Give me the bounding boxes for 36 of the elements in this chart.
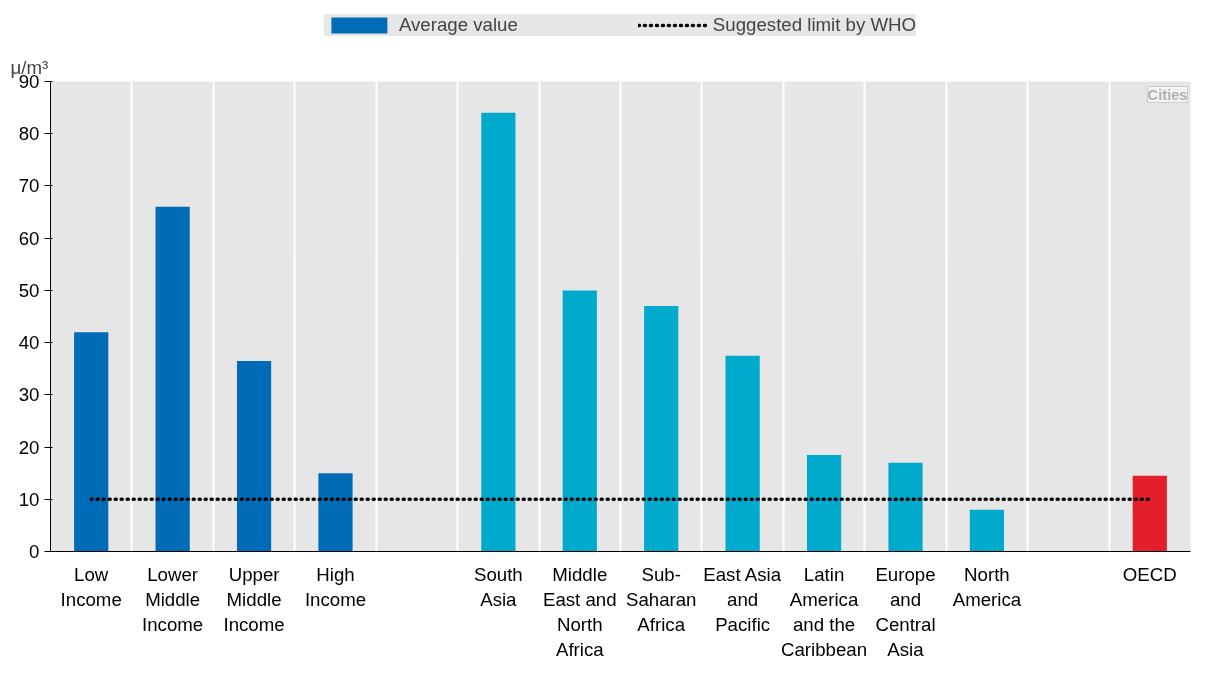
y-tick-label: 80: [18, 123, 40, 145]
y-tick-label: 30: [18, 384, 40, 406]
y-tick-label: 10: [18, 488, 40, 510]
y-tick-label: 70: [18, 175, 40, 197]
x-tick-label: Lower Middle Income: [142, 563, 204, 635]
bar: [318, 473, 353, 552]
x-tick-label: Upper Middle Income: [223, 563, 285, 635]
bar: [74, 332, 109, 552]
legend-label: Suggested limit by WHO: [712, 14, 917, 36]
x-tick-label: Latin America and the Caribbean: [781, 563, 868, 661]
bar: [236, 360, 272, 552]
y-tick-label: 50: [18, 279, 40, 301]
bar: [644, 306, 679, 552]
bar: [1132, 475, 1167, 552]
y-tick-label: 60: [18, 227, 40, 249]
x-tick-label: East Asia and Pacific: [703, 563, 782, 635]
x-tick-label: OECD: [1122, 563, 1177, 585]
x-tick-label: Sub-Saharan Africa: [625, 563, 697, 635]
x-tick-label: Europe and Central Asia: [875, 563, 936, 661]
bar: [725, 355, 760, 552]
y-tick-label: 20: [18, 436, 40, 458]
x-tick-label: Low Income: [60, 563, 122, 610]
annotation: Cities: [1147, 86, 1188, 103]
bar: [155, 206, 190, 552]
x-tick-label: High Income: [304, 563, 367, 610]
x-tick-label: South Asia: [473, 563, 523, 610]
bar: [888, 462, 923, 552]
x-tick-label: North America: [952, 563, 1022, 610]
y-tick-label: 40: [18, 332, 40, 354]
bar: [481, 112, 516, 552]
bar: [969, 509, 1005, 552]
x-tick-label: Middle East and North Africa: [542, 563, 617, 661]
bar: [806, 454, 842, 552]
bar: [562, 290, 597, 552]
legend-label: Average value: [398, 14, 518, 36]
y-tick-label: 0: [29, 541, 40, 562]
